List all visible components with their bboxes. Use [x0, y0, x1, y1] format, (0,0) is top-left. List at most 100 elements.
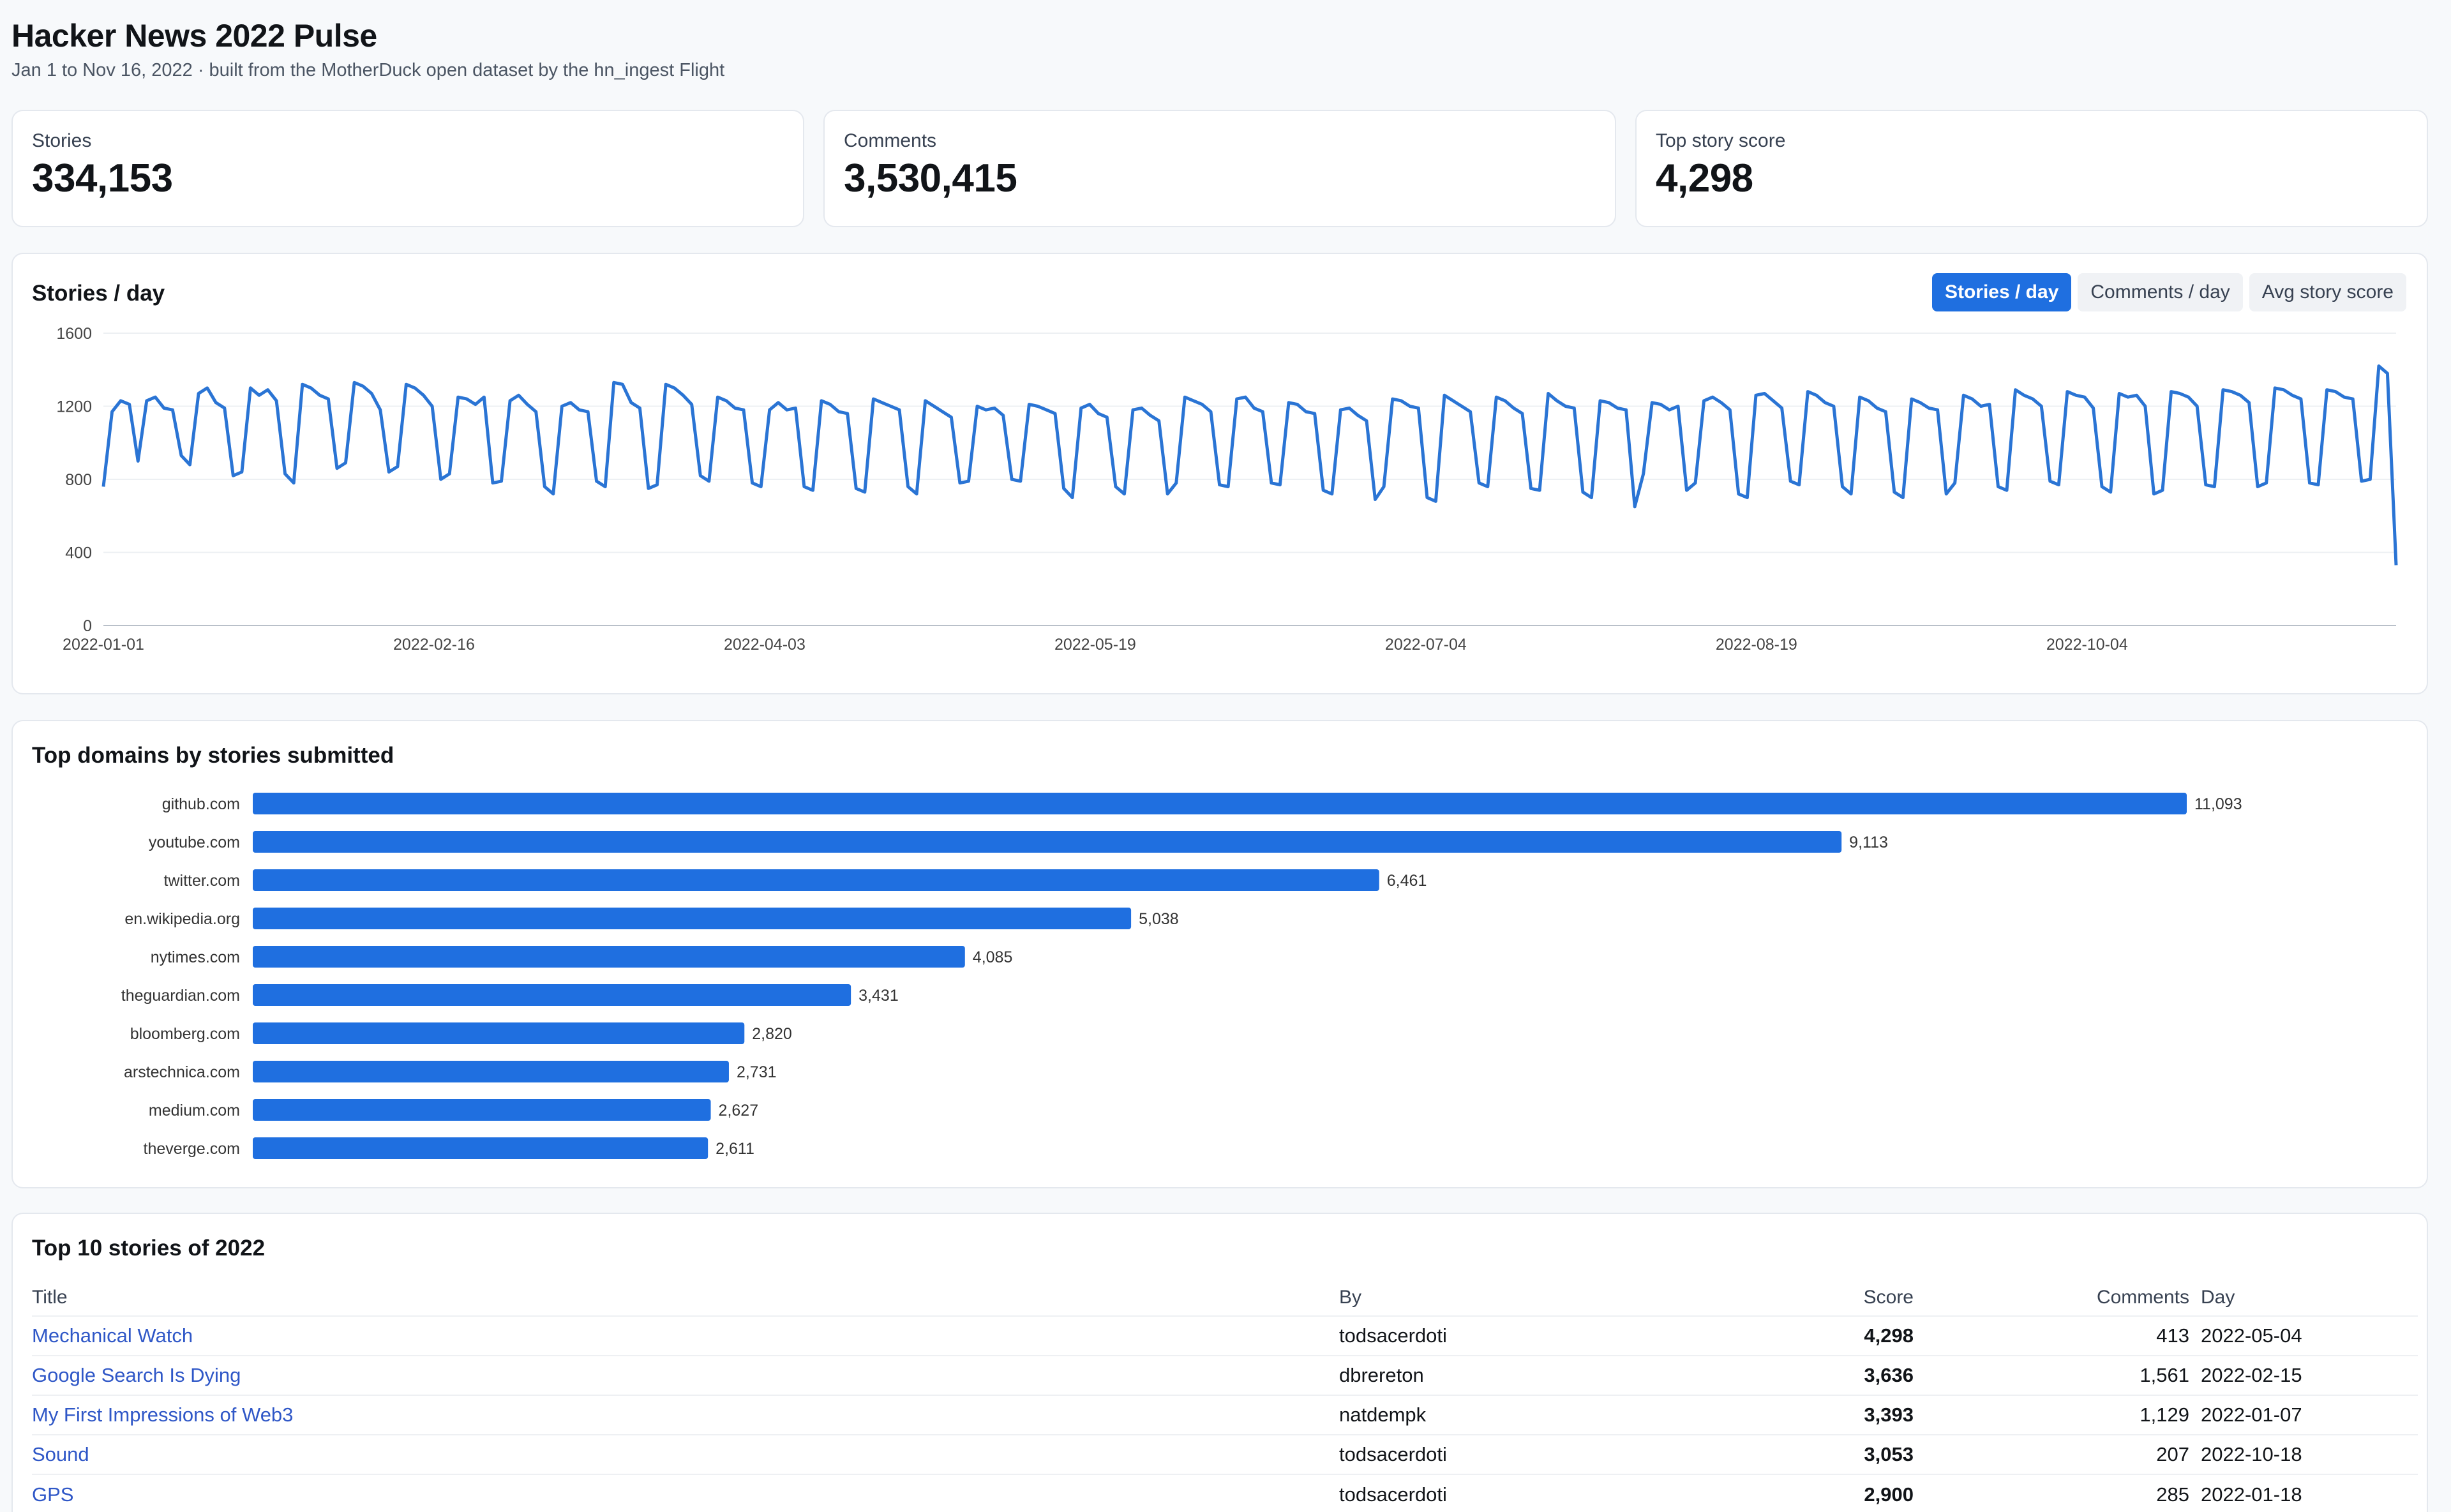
story-comments: 1,561 [1914, 1355, 2201, 1395]
x-tick-label: 2022-10-04 [2046, 636, 2128, 654]
kpi-card-stories: Stories 334,153 [11, 110, 804, 227]
bar-category-label: twitter.com [164, 872, 240, 890]
story-title-link[interactable]: Sound [32, 1443, 89, 1465]
tab-comments-per-day[interactable]: Comments / day [2078, 273, 2243, 311]
bar-category-label: theverge.com [144, 1140, 240, 1158]
kpi-card-top-score: Top story score 4,298 [1635, 110, 2428, 227]
table-row: GPS todsacerdoti 2,900 285 2022-01-18 [32, 1474, 2418, 1512]
bar [253, 869, 1379, 891]
kpi-value: 4,298 [1656, 156, 1753, 200]
story-author: todsacerdoti [1339, 1474, 1722, 1512]
domains-chart-card: Top domains by stories submitted github.… [11, 720, 2428, 1188]
story-day: 2022-10-18 [2201, 1434, 2418, 1474]
tab-stories-per-day[interactable]: Stories / day [1931, 273, 2072, 311]
bar-category-label: github.com [162, 795, 240, 813]
story-day: 2022-05-04 [2201, 1315, 2418, 1356]
x-tick-label: 2022-02-16 [393, 636, 475, 654]
story-title-link[interactable]: My First Impressions of Web3 [32, 1403, 294, 1426]
story-score: 2,900 [1722, 1474, 1914, 1512]
story-author: natdempk [1339, 1395, 1722, 1435]
bar-category-label: bloomberg.com [130, 1025, 240, 1043]
bar-value-label: 2,627 [719, 1102, 759, 1119]
x-tick-label: 2022-01-01 [63, 636, 144, 654]
bar-category-label: en.wikipedia.org [124, 910, 240, 928]
y-tick-label: 1200 [56, 398, 92, 416]
bar [253, 946, 965, 968]
table-row: Sound todsacerdoti 3,053 207 2022-10-18 [32, 1434, 2418, 1474]
daily-chart-card: Stories / day Stories / day Comments / d… [11, 253, 2428, 694]
daily-chart-title: Stories / day [32, 281, 165, 306]
story-comments: 207 [1914, 1434, 2201, 1474]
y-tick-label: 400 [65, 544, 92, 562]
kpi-value: 3,530,415 [844, 156, 1017, 200]
story-comments: 1,129 [1914, 1395, 2201, 1435]
story-day: 2022-01-18 [2201, 1474, 2418, 1512]
bar-value-label: 2,820 [752, 1025, 792, 1043]
bar [253, 793, 2187, 814]
domains-bar-chart: github.com 11,093 youtube.com 9,113 twitter.… [121, 793, 2242, 1159]
bar-value-label: 3,431 [858, 987, 899, 1005]
story-author: todsacerdoti [1339, 1315, 1722, 1356]
column-header-by[interactable]: By [1339, 1286, 1362, 1308]
story-day: 2022-01-07 [2201, 1395, 2418, 1435]
story-comments: 413 [1914, 1315, 2201, 1356]
story-day: 2022-02-15 [2201, 1355, 2418, 1395]
bar-category-label: medium.com [149, 1102, 240, 1119]
bar-value-label: 9,113 [1849, 834, 1888, 851]
column-header-score[interactable]: Score [1863, 1286, 1914, 1308]
story-comments: 285 [1914, 1474, 2201, 1512]
bar-category-label: nytimes.com [151, 948, 240, 966]
x-tick-label: 2022-08-19 [1716, 636, 1797, 654]
column-header-day[interactable]: Day [2201, 1286, 2235, 1308]
table-row: Google Search Is Dying dbrereton 3,636 1… [32, 1355, 2418, 1395]
kpi-label: Comments [844, 130, 937, 151]
bar [253, 831, 1842, 853]
top-stories-table: Title By Score Comments Day Mechanical W… [32, 1279, 2418, 1512]
column-header-title[interactable]: Title [32, 1286, 68, 1308]
story-author: dbrereton [1339, 1355, 1722, 1395]
page-title: Hacker News 2022 Pulse [11, 18, 377, 54]
story-score: 3,053 [1722, 1434, 1914, 1474]
top-stories-card: Top 10 stories of 2022 Title By Score Co… [11, 1213, 2428, 1512]
x-tick-label: 2022-04-03 [724, 636, 806, 654]
stories-per-day-series-line [101, 364, 2398, 565]
story-title-link[interactable]: Google Search Is Dying [32, 1364, 241, 1386]
kpi-card-comments: Comments 3,530,415 [823, 110, 1616, 227]
bar-category-label: arstechnica.com [124, 1063, 240, 1081]
bar-value-label: 5,038 [1139, 910, 1179, 928]
x-tick-label: 2022-05-19 [1054, 636, 1136, 654]
bar [253, 1061, 729, 1082]
y-tick-label: 1600 [56, 325, 92, 343]
story-title-link[interactable]: Mechanical Watch [32, 1324, 193, 1347]
bar-value-label: 2,731 [737, 1063, 777, 1081]
top-stories-title: Top 10 stories of 2022 [32, 1236, 266, 1261]
bar-value-label: 2,611 [716, 1140, 754, 1158]
story-score: 3,393 [1722, 1395, 1914, 1435]
y-tick-label: 800 [65, 471, 92, 489]
x-tick-label: 2022-07-04 [1385, 636, 1467, 654]
table-row: Mechanical Watch todsacerdoti 4,298 413 … [32, 1315, 2418, 1356]
stories-per-day-line-chart: 0 400 800 1200 1600 2022-01-01 2022-02-16 2022-… [56, 325, 2398, 654]
y-tick-label: 0 [83, 617, 92, 635]
table-header-row: Title By Score Comments Day [32, 1279, 2418, 1316]
page-header: Hacker News 2022 Pulse Jan 1 to Nov 16, … [11, 17, 724, 82]
column-header-comments[interactable]: Comments [2096, 1286, 2189, 1308]
metric-tabs: Stories / day Comments / day Avg story s… [1931, 273, 2406, 311]
domains-chart-title: Top domains by stories submitted [32, 743, 394, 768]
bar [253, 1137, 708, 1159]
kpi-value: 334,153 [32, 156, 173, 200]
kpi-label: Stories [32, 130, 92, 151]
story-title-link[interactable]: GPS [32, 1483, 74, 1506]
tab-avg-story-score[interactable]: Avg story score [2249, 273, 2406, 311]
kpi-label: Top story score [1656, 130, 1786, 151]
bar-value-label: 4,085 [973, 948, 1013, 966]
bar-value-label: 6,461 [1387, 872, 1427, 890]
bar [253, 908, 1132, 929]
bar [253, 1022, 745, 1044]
page-subtitle: Jan 1 to Nov 16, 2022 · built from the M… [11, 60, 725, 80]
bar [253, 984, 851, 1006]
bar [253, 1099, 711, 1121]
bar-category-label: youtube.com [149, 834, 240, 851]
bar-category-label: theguardian.com [121, 987, 240, 1005]
story-score: 3,636 [1722, 1355, 1914, 1395]
